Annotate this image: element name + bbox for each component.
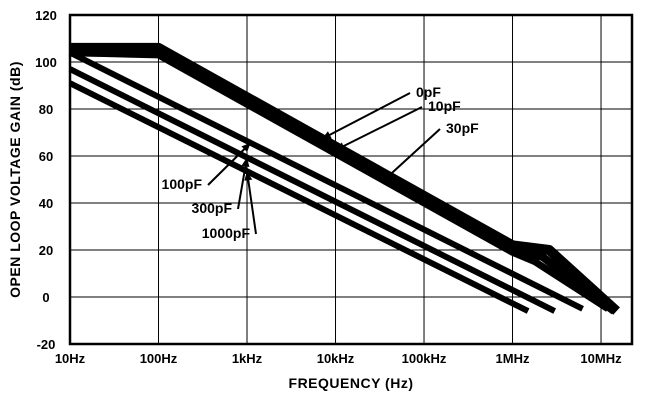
series-line-0pf: [70, 42, 620, 315]
x-tick-label: 100kHz: [402, 351, 447, 366]
annotation-arrowhead: [335, 142, 346, 151]
annotation-arrow: [246, 171, 257, 235]
y-tick-label: 60: [39, 149, 53, 164]
plot-frame: [68, 13, 634, 346]
x-tick-label: 10Hz: [55, 351, 86, 366]
annotation-arrowhead: [321, 131, 332, 139]
series-line-30pf: [69, 49, 610, 312]
annotation-arrowhead: [244, 171, 253, 181]
x-tick-label: 10kHz: [317, 351, 355, 366]
series-label: 1000pF: [202, 225, 251, 241]
y-axis-title: OPEN LOOP VOLTAGE GAIN (dB): [7, 61, 23, 298]
y-tick-label: 20: [39, 243, 53, 258]
annotation-arrowhead: [241, 157, 250, 167]
annotation-arrow: [321, 92, 411, 140]
series-line-300pf: [68, 66, 557, 314]
annotation-arrow: [382, 128, 441, 182]
x-tick-label: 100Hz: [140, 351, 178, 366]
series-label: 300pF: [192, 200, 233, 216]
y-tick-label: 40: [39, 196, 53, 211]
x-axis-title: FREQUENCY (Hz): [289, 375, 414, 391]
x-tick-label: 1MHz: [496, 351, 530, 366]
annotation-arrow: [335, 106, 423, 152]
series-line-100pf: [68, 49, 584, 312]
y-tick-label: 80: [39, 102, 53, 117]
y-tick-labels: -20 0 20 40 60 80 100 120: [35, 8, 57, 352]
series-lines: [68, 42, 620, 315]
y-tick-label: 0: [42, 290, 49, 305]
annotation-arrow: [207, 142, 252, 186]
y-tick-label: 120: [35, 8, 57, 23]
series-label: 0pF: [416, 84, 441, 100]
y-tick-label: 100: [35, 55, 57, 70]
y-tick-label: -20: [37, 337, 56, 352]
series-line-1000pf: [68, 80, 530, 314]
series-label: 10pF: [428, 98, 461, 114]
x-tick-label: 1kHz: [232, 351, 263, 366]
annotation-arrowhead: [383, 171, 394, 181]
series-label: 30pF: [446, 120, 479, 136]
series-label: 100pF: [162, 176, 203, 192]
annotation-arrowhead: [241, 142, 251, 153]
x-tick-labels: 10Hz 100Hz 1kHz 10kHz 100kHz 1MHz 10MHz: [55, 351, 622, 366]
x-tick-label: 10MHz: [580, 351, 622, 366]
